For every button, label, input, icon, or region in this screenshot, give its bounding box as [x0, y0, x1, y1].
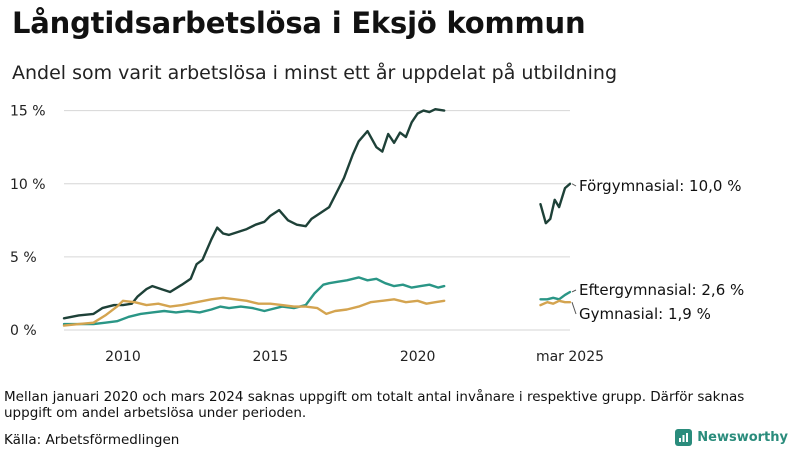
y-tick-label: 0 % [10, 323, 37, 339]
series-label-gymnasial: Gymnasial: 1,9 % [579, 305, 711, 323]
y-tick-label: 5 % [10, 250, 37, 266]
grid-layer [64, 110, 570, 331]
label-connector [571, 183, 577, 187]
series-line-förgymnasial [62, 108, 446, 320]
series-labels: Förgymnasial: 10,0 % Eftergymnasial: 2,6 … [571, 177, 744, 323]
line-chart: 0 % 5 % 10 % 15 % 2010 2015 2020 mar 2025 Förg… [10, 104, 744, 365]
y-tick-label: 10 % [10, 177, 46, 193]
chart-title: Långtidsarbetslösa i Eksjö kommun [12, 6, 586, 40]
series-line-gymnasial [539, 299, 572, 307]
x-axis-ticks: 2010 2015 2020 mar 2025 [105, 349, 604, 365]
newsworthy-logo-icon [675, 429, 693, 446]
series-label-eftergymnasial: Eftergymnasial: 2,6 % [579, 281, 744, 299]
y-axis-ticks: 0 % 5 % 10 % 15 % [10, 104, 46, 339]
series-line-gymnasial [62, 296, 446, 327]
x-tick-label: 2010 [105, 349, 141, 365]
x-tick-label: 2015 [252, 349, 288, 365]
chart-subtitle: Andel som varit arbetslösa i minst ett å… [12, 62, 618, 84]
label-connector [571, 289, 577, 293]
brand-logo: Newsworthy [675, 429, 788, 446]
label-connector [571, 302, 577, 315]
series-line-förgymnasial [539, 182, 572, 225]
series-line-eftergymnasial [62, 276, 446, 326]
footnote: Mellan januari 2020 och mars 2024 saknas… [4, 389, 745, 421]
x-tick-label: 2020 [400, 349, 436, 365]
series-label-förgymnasial: Förgymnasial: 10,0 % [579, 177, 741, 195]
x-tick-label: mar 2025 [536, 349, 604, 365]
series-line-eftergymnasial [539, 290, 572, 301]
source-text: Källa: Arbetsförmedlingen [4, 432, 180, 448]
y-tick-label: 15 % [10, 104, 46, 120]
brand-name: Newsworthy [697, 430, 788, 445]
series-layer [62, 108, 572, 327]
